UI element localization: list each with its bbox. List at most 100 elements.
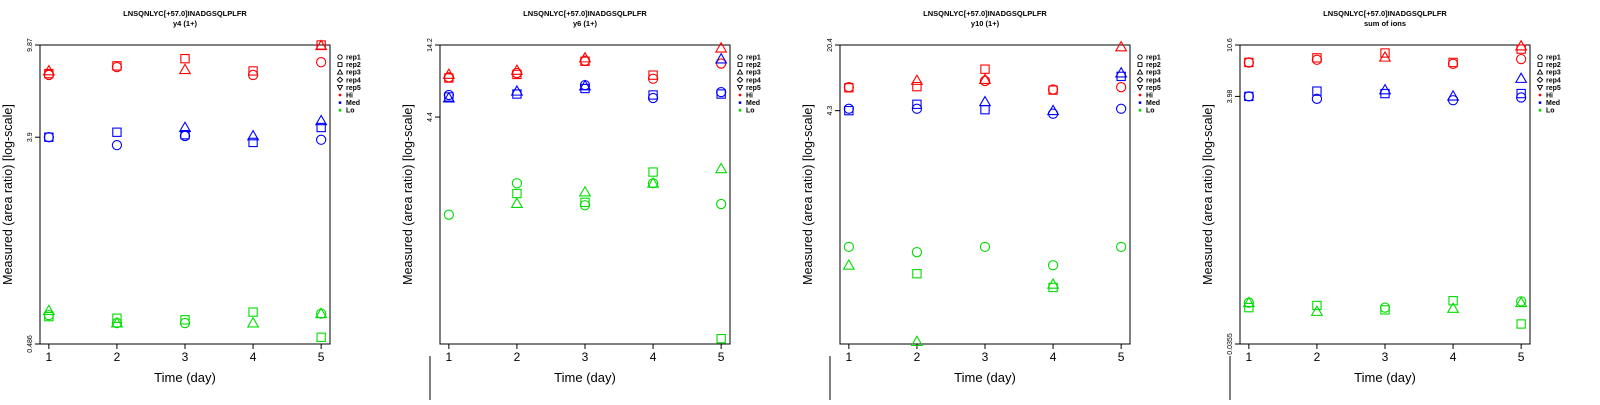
data-point-med xyxy=(1312,86,1322,96)
data-point-hi xyxy=(1516,44,1526,54)
legend-label-rep4: rep4 xyxy=(346,77,361,84)
legend-label-med: Med xyxy=(346,100,360,107)
data-point-lo xyxy=(1244,302,1254,313)
data-point-hi xyxy=(1516,53,1527,65)
data-point-med xyxy=(442,91,456,103)
legend-marker-lo xyxy=(1538,108,1542,112)
data-point-lo xyxy=(714,162,728,174)
chart-title: LNSQNLYC[+57.0]INADGSQLPLFR xyxy=(523,9,647,18)
data-point-hi xyxy=(248,66,258,76)
data-point-med xyxy=(1514,72,1528,83)
data-point-med xyxy=(1311,93,1323,104)
y-tick-label: 3.98 xyxy=(1227,89,1234,103)
data-point-med xyxy=(579,79,591,91)
data-point-lo xyxy=(112,313,122,323)
data-point-med xyxy=(444,92,454,102)
data-point-lo xyxy=(1448,296,1458,306)
data-point-lo xyxy=(110,316,124,328)
x-tick-label: 3 xyxy=(982,350,989,364)
legend-marker-med xyxy=(338,101,342,104)
legend-marker-med xyxy=(738,101,742,104)
data-point-lo xyxy=(42,304,56,316)
data-point-hi xyxy=(912,81,922,92)
data-point-med xyxy=(844,105,854,116)
chart-subtitle: y6 (1+) xyxy=(573,19,597,28)
data-point-lo xyxy=(443,209,454,220)
data-point-lo xyxy=(512,188,522,199)
legend-label-rep2: rep2 xyxy=(746,62,761,69)
data-point-lo xyxy=(248,307,258,317)
data-point-med xyxy=(1380,88,1390,99)
legend-label-hi: Hi xyxy=(346,93,353,100)
legend-label-rep5: rep5 xyxy=(746,85,761,92)
data-point-med xyxy=(111,140,123,151)
data-point-med xyxy=(246,129,260,141)
data-point-med xyxy=(43,132,54,143)
data-point-lo xyxy=(314,307,328,319)
x-tick-label: 4 xyxy=(250,350,257,364)
legend-marker-rep3 xyxy=(1136,68,1144,75)
data-point-hi xyxy=(1311,54,1323,65)
legend-label-hi: Hi xyxy=(1546,93,1553,100)
legend-label-rep1: rep1 xyxy=(346,55,361,62)
legend-label-rep1: rep1 xyxy=(1546,55,1561,62)
data-point-hi xyxy=(648,70,658,80)
x-tick-label: 1 xyxy=(46,350,53,364)
data-point-lo xyxy=(179,317,191,329)
data-point-med xyxy=(1446,89,1460,101)
legend-marker-rep1 xyxy=(737,54,743,60)
x-tick-label: 4 xyxy=(1050,350,1057,364)
data-point-lo xyxy=(510,197,524,208)
data-point-lo xyxy=(1116,241,1127,253)
y-axis-label: Measured (area ratio) [log-scale] xyxy=(1,104,15,285)
data-point-hi xyxy=(178,63,192,75)
y-tick-label: 9.87 xyxy=(27,38,34,52)
x-tick-label: 2 xyxy=(914,350,921,364)
legend-label-rep3: rep3 xyxy=(746,70,761,77)
data-point-hi xyxy=(314,39,328,51)
legend-marker-lo xyxy=(338,108,342,112)
data-point-lo xyxy=(1312,300,1322,311)
legend-marker-rep2 xyxy=(1137,62,1143,68)
x-tick-label: 4 xyxy=(650,350,657,364)
data-point-hi xyxy=(844,83,854,93)
legend-label-rep1: rep1 xyxy=(746,55,761,62)
data-point-lo xyxy=(912,269,922,279)
x-axis-label: Time (day) xyxy=(954,370,1016,385)
data-point-hi xyxy=(1114,40,1128,52)
y-axis-label: Measured (area ratio) [log-scale] xyxy=(1201,104,1215,285)
data-point-med xyxy=(180,129,190,140)
legend-label-rep2: rep2 xyxy=(346,62,361,69)
data-point-hi xyxy=(978,73,992,84)
y-tick-label: 4.3 xyxy=(827,106,834,116)
legend-marker-lo xyxy=(738,108,742,112)
data-point-med xyxy=(248,137,258,148)
x-tick-label: 3 xyxy=(1382,350,1389,364)
legend-marker-lo xyxy=(1138,108,1142,112)
data-point-med xyxy=(112,127,122,137)
data-point-hi xyxy=(980,64,990,74)
legend-marker-rep3 xyxy=(736,68,744,75)
data-point-lo xyxy=(979,241,991,253)
legend-label-lo: Lo xyxy=(746,108,755,115)
legend-label-rep5: rep5 xyxy=(346,85,361,92)
x-tick-label: 2 xyxy=(1314,350,1321,364)
legend-label-rep2: rep2 xyxy=(1146,62,1161,69)
legend-label-rep3: rep3 xyxy=(1146,70,1161,77)
data-point-hi xyxy=(1378,50,1392,62)
data-point-med xyxy=(1046,104,1060,116)
legend-marker-rep4 xyxy=(736,76,744,84)
x-tick-label: 1 xyxy=(1246,350,1253,364)
data-point-med xyxy=(510,84,524,96)
data-point-hi xyxy=(1243,57,1254,68)
y-tick-label: 3.9 xyxy=(27,132,34,142)
data-point-hi xyxy=(1244,57,1254,68)
chart-title: LNSQNLYC[+57.0]INADGSQLPLFR xyxy=(923,9,1047,18)
data-point-lo xyxy=(716,198,727,210)
data-point-lo xyxy=(43,309,54,321)
data-point-hi xyxy=(512,69,522,80)
